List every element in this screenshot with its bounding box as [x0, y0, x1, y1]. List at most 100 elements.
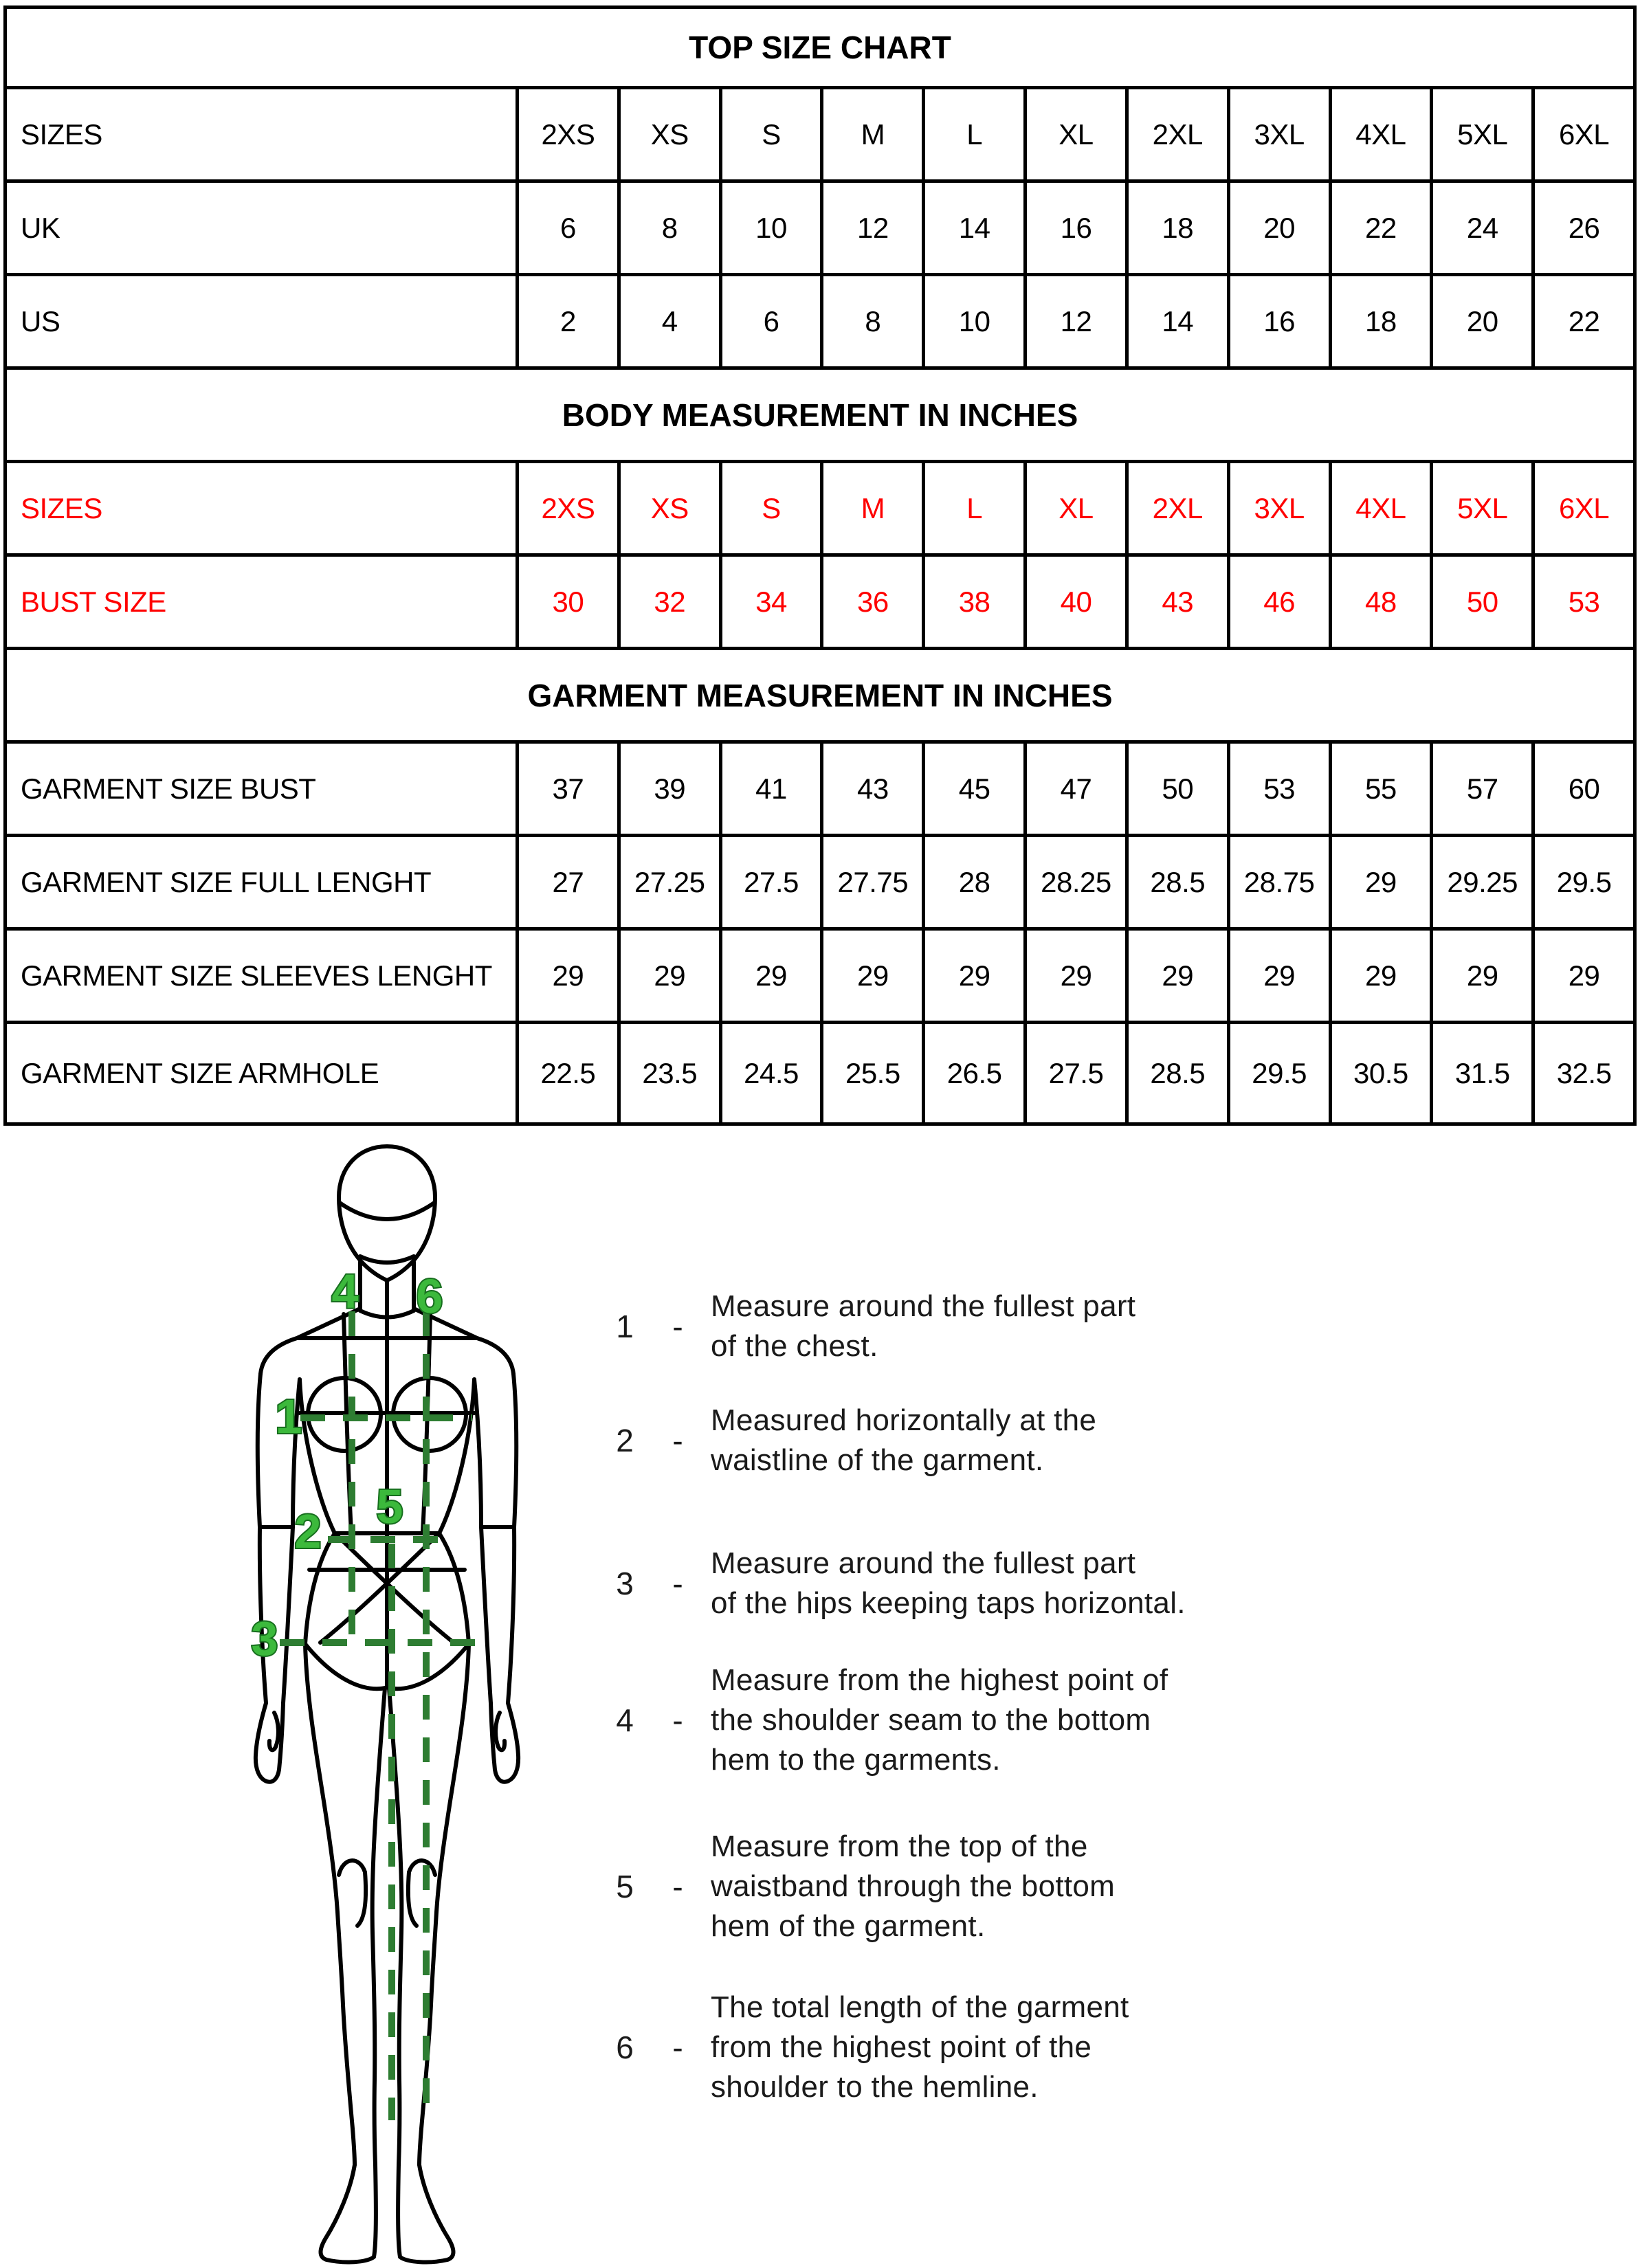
forearm-inner-right: [479, 1525, 493, 1705]
row-label: GARMENT SIZE ARMHOLE: [3, 1021, 519, 1126]
table-cell: 20: [1430, 273, 1536, 370]
table-cell: 32: [617, 553, 722, 650]
instruction-dash: -: [672, 1566, 683, 1601]
table-cell: 28.5: [1124, 1021, 1230, 1126]
table-cell: 34: [718, 553, 824, 650]
princess-seam-right: [421, 1312, 432, 1535]
table-cell: L: [922, 460, 1028, 557]
instruction-number: 2: [616, 1423, 634, 1458]
measurement-dash-lines: [280, 1311, 488, 2120]
table-cell: 16: [1226, 273, 1332, 370]
table-cell: 29: [1023, 927, 1129, 1024]
arm-inner-left: [291, 1377, 302, 1529]
table-cell: M: [820, 460, 926, 557]
table-cell: 29.5: [1531, 834, 1637, 931]
table-row: BUST SIZE 30 32 34 36 38 40 43 46 48 50 53: [3, 553, 1637, 650]
table-cell: 37: [516, 740, 621, 837]
thumb-left: [267, 1711, 280, 1753]
table-cell: 28.5: [1124, 834, 1230, 931]
instruction-text-line: Measure around the fullest part: [711, 1289, 1136, 1323]
table-cell: 5XL: [1430, 86, 1536, 183]
table-cell: 31.5: [1430, 1021, 1536, 1126]
hand-left: [253, 1701, 285, 1784]
shoulder-right: [412, 1307, 479, 1340]
knee-right: [406, 1858, 437, 1928]
leg-inner-left: [370, 1686, 387, 2167]
instruction-text-line: Measure around the fullest part: [711, 1546, 1136, 1580]
hairline: [337, 1201, 436, 1221]
forearm-inner-left: [281, 1525, 295, 1705]
instruction-text: Measure around the fullest part of the ch…: [711, 1287, 1398, 1366]
instruction-text-line: hem to the garments.: [711, 1743, 1001, 1777]
instruction-number: 1: [616, 1309, 634, 1344]
torso-side-left: [298, 1377, 337, 1535]
table-cell: 55: [1328, 740, 1434, 837]
table-cell: 29: [1430, 927, 1536, 1024]
instruction-dash: -: [672, 1309, 683, 1344]
table-cell: 24: [1430, 179, 1536, 276]
instruction-text-line: shoulder to the hemline.: [711, 2070, 1039, 2104]
instruction-number: 6: [616, 2030, 634, 2065]
table-cell: 26: [1531, 179, 1637, 276]
figure-label-1: 1: [276, 1390, 302, 1443]
instruction-text-line: the shoulder seam to the bottom: [711, 1703, 1151, 1737]
table-cell: XL: [1023, 460, 1129, 557]
instruction-number: 4: [616, 1702, 634, 1738]
table-cell: 29: [820, 927, 926, 1024]
row-label: SIZES: [3, 460, 519, 557]
table-cell: 28.25: [1023, 834, 1129, 931]
instruction-dash: -: [672, 2030, 683, 2065]
table-cell: 18: [1124, 179, 1230, 276]
figure-number-labels: 1 2 3 4 5 6: [250, 1263, 445, 1667]
table-cell: 3XL: [1226, 460, 1332, 557]
table-cell: XL: [1023, 86, 1129, 183]
table-cell: 27.75: [820, 834, 926, 931]
table-cell: 32.5: [1531, 1021, 1637, 1126]
table-cell: 6XL: [1531, 86, 1637, 183]
table-cell: 29: [1328, 834, 1434, 931]
leg-outer-left: [303, 1642, 357, 2167]
knee-left: [337, 1858, 368, 1928]
forearm-outer-left: [257, 1525, 268, 1705]
instruction-text-line: Measure from the top of the: [711, 1830, 1088, 1863]
figure-label-5: 5: [377, 1480, 403, 1533]
instruction-number: 3: [616, 1566, 634, 1601]
instruction-item: 4 - Measure from the highest point of the s…: [605, 1660, 1430, 1780]
table-cell: 12: [820, 179, 926, 276]
table-cell: 24.5: [718, 1021, 824, 1126]
bikini-curve-right: [386, 1642, 471, 1691]
instruction-text-line: from the highest point of the: [711, 2030, 1092, 2064]
table-cell: XS: [617, 86, 722, 183]
instruction-dash: -: [672, 1869, 683, 1904]
hip-flare-left: [303, 1531, 337, 1646]
table-cell: 4XL: [1328, 460, 1434, 557]
table-cell: 22.5: [516, 1021, 621, 1126]
table-cell: 2: [516, 273, 621, 370]
table-cell: 30.5: [1328, 1021, 1434, 1126]
table-row: SIZES 2XS XS S M L XL 2XL 3XL 4XL 5XL 6XL: [3, 460, 1637, 557]
instruction-text-line: waistline of the garment.: [711, 1443, 1044, 1477]
row-label: GARMENT SIZE SLEEVES LENGHT: [3, 927, 519, 1024]
table-cell: 27.5: [1023, 1021, 1129, 1126]
figure-label-2: 2: [295, 1504, 322, 1558]
hip-flare-right: [437, 1531, 471, 1646]
table-cell: 28: [922, 834, 1028, 931]
table-cell: L: [922, 86, 1028, 183]
table-cell: 25.5: [820, 1021, 926, 1126]
hand-right: [489, 1701, 521, 1784]
instruction-text: Measured horizontally at the waistline of…: [711, 1401, 1398, 1480]
table-cell: 2XL: [1124, 460, 1230, 557]
instruction-text-line: hem of the garment.: [711, 1909, 986, 1943]
forearm-outer-right: [506, 1525, 517, 1705]
table-cell: 30: [516, 553, 621, 650]
table-cell: 28.75: [1226, 834, 1332, 931]
table-row: GARMENT SIZE SLEEVES LENGHT 29 29 29 29 29 29 2…: [3, 927, 1637, 1024]
row-label: GARMENT SIZE FULL LENGHT: [3, 834, 519, 931]
size-chart-table: TOP SIZE CHART SIZES 2XS XS S M L XL 2XL 3XL 4XL 5X…: [3, 5, 1637, 1126]
instruction-number: 5: [616, 1869, 634, 1904]
table-cell: 10: [922, 273, 1028, 370]
instruction-item: 6 - The total length of the garment from th…: [605, 1988, 1430, 2107]
instruction-text: Measure around the fullest part of the hi…: [711, 1544, 1398, 1623]
table-cell: 22: [1531, 273, 1637, 370]
table-cell: 29: [516, 927, 621, 1024]
